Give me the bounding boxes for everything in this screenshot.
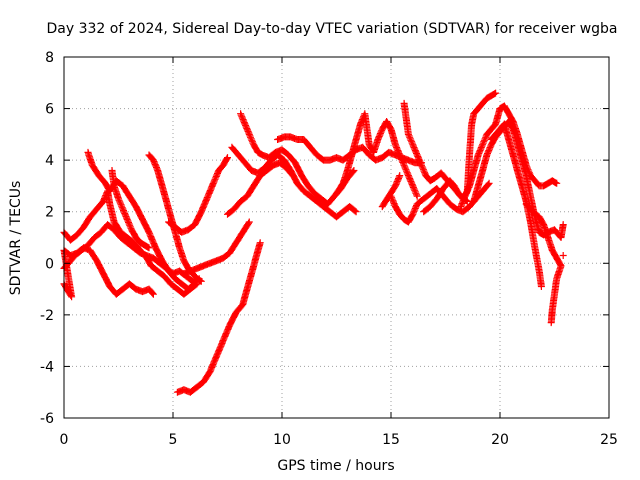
data-point-markers [84, 148, 199, 293]
x-tick-label: 10 [273, 432, 291, 448]
series-track-d [84, 148, 199, 293]
y-tick-label: 2 [45, 205, 54, 221]
y-tick-label: 6 [45, 102, 54, 118]
data-point-markers [333, 110, 421, 200]
y-tick-label: -4 [40, 359, 54, 375]
data-point-markers [180, 218, 253, 278]
plot-frame [63, 56, 610, 419]
y-tick-label: 4 [45, 153, 54, 169]
series-track-u [522, 200, 567, 327]
data-point-markers [228, 143, 360, 221]
series-track-h [173, 239, 264, 396]
x-tick-label: 25 [600, 432, 618, 448]
series-track-n [333, 110, 421, 200]
y-axis-label: SDTVAR / TECUs [8, 181, 24, 296]
grid-layer [64, 57, 609, 418]
series-track-l [228, 143, 360, 221]
series-track-i [180, 218, 253, 278]
x-tick-label: 0 [60, 432, 69, 448]
data-point-markers [165, 154, 231, 236]
chart-title: Day 332 of 2024, Sidereal Day-to-day VTE… [46, 21, 617, 37]
y-tick-label: -6 [40, 411, 54, 427]
plot-layer [60, 89, 567, 396]
data-point-markers [108, 167, 153, 252]
data-point-markers [522, 200, 567, 327]
y-tick-label: -2 [40, 308, 54, 324]
x-axis-label: GPS time / hours [277, 458, 394, 474]
tick-layer: 0 5 10 15 20 25 -6 -4 -2 0 2 4 6 8 [40, 50, 618, 448]
series-track-e [108, 167, 153, 252]
x-tick-label: 20 [491, 432, 509, 448]
series-track-g [165, 154, 231, 236]
data-point-markers [173, 239, 264, 396]
y-tick-label: 0 [45, 256, 54, 272]
y-tick-label: 8 [45, 50, 54, 66]
x-tick-label: 15 [382, 432, 400, 448]
x-tick-label: 5 [169, 432, 178, 448]
